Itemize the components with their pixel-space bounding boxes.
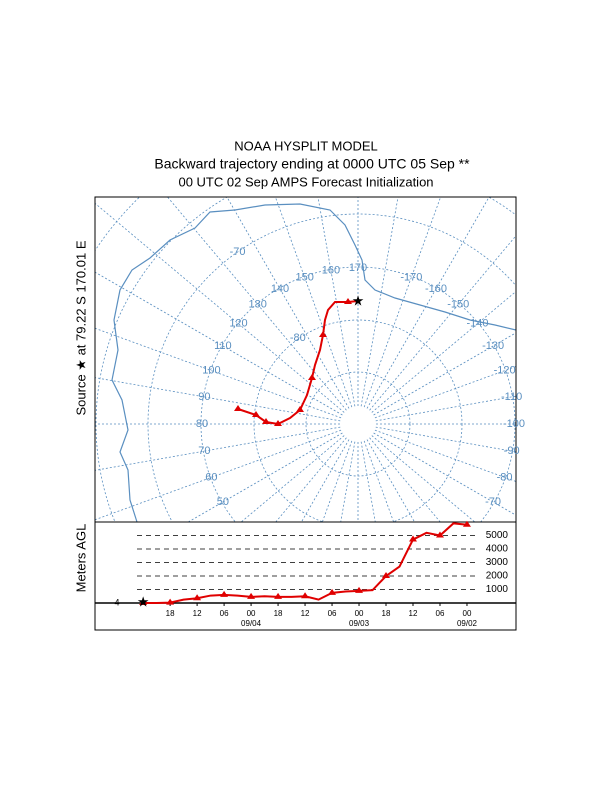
trajectory-marker bbox=[382, 572, 391, 578]
lat-circle bbox=[200, 266, 516, 522]
x-tick-label: 00 bbox=[355, 609, 364, 618]
x-tick-label: 12 bbox=[301, 609, 310, 618]
meridian bbox=[375, 426, 516, 453]
meridian bbox=[366, 439, 416, 522]
lon-label: 90 bbox=[198, 391, 210, 403]
meridian bbox=[95, 429, 342, 521]
lon-label: 120 bbox=[229, 318, 247, 330]
trajectory-marker bbox=[435, 531, 444, 538]
source-star: ★ bbox=[352, 293, 365, 309]
lat-circle bbox=[305, 371, 411, 477]
meridian bbox=[360, 197, 399, 407]
trajectory-marker bbox=[301, 592, 310, 599]
meridian bbox=[275, 437, 347, 522]
map-layer bbox=[95, 197, 516, 522]
meridian bbox=[373, 332, 516, 416]
meridian bbox=[374, 366, 516, 419]
meridian bbox=[226, 197, 350, 409]
x-tick-label: 00 bbox=[247, 609, 256, 618]
lat-circle bbox=[95, 197, 516, 522]
x-tick-label: 00 bbox=[463, 609, 472, 618]
meridian bbox=[274, 197, 353, 408]
model-title: NOAA HYSPLIT MODEL bbox=[234, 138, 378, 153]
meridian bbox=[360, 441, 376, 522]
x-tick-label: 06 bbox=[220, 609, 229, 618]
trajectory-marker bbox=[328, 588, 337, 595]
meridian bbox=[95, 377, 341, 422]
coastline bbox=[111, 203, 516, 522]
x-tick-label: 12 bbox=[409, 609, 418, 618]
height-frame bbox=[94, 521, 517, 631]
lat-label: -70 bbox=[230, 246, 246, 258]
lon-label: 140 bbox=[271, 283, 289, 295]
y-axis-label: Meters AGL bbox=[73, 524, 88, 593]
lon-label: -70 bbox=[485, 496, 501, 508]
date-label: 09/03 bbox=[349, 619, 370, 628]
height-panel: 1000 2000 3000 4000 5000 18 12 06 00 18 12 06 00 18 12… bbox=[95, 520, 516, 628]
subtitle: 00 UTC 02 Sep AMPS Forecast Initializati… bbox=[178, 174, 433, 189]
trajectory-marker bbox=[408, 535, 417, 542]
y-tick-label: 1000 bbox=[486, 584, 509, 595]
lon-label: -150 bbox=[447, 298, 469, 310]
meridian bbox=[300, 439, 350, 522]
lon-label: -130 bbox=[482, 340, 504, 352]
x-tick-label: 18 bbox=[382, 609, 391, 618]
trajectory-marker bbox=[220, 590, 229, 597]
source-label: Source ★ at 79.22 S 170.01 E bbox=[73, 240, 88, 415]
lon-label: -80 bbox=[497, 471, 513, 483]
y-tick-label: 3000 bbox=[486, 557, 509, 568]
trajectory-marker bbox=[355, 586, 364, 593]
lon-label: -160 bbox=[425, 283, 447, 295]
map-trajectory-markers bbox=[234, 298, 352, 426]
lon-label: 80 bbox=[196, 418, 208, 430]
trajectory-marker bbox=[462, 520, 471, 527]
lon-label: -140 bbox=[466, 318, 488, 330]
lon-label: 170 bbox=[349, 262, 367, 274]
meridian bbox=[317, 197, 356, 407]
meridian bbox=[373, 432, 516, 516]
meridian bbox=[187, 432, 343, 522]
y-tick-label: 2000 bbox=[486, 571, 509, 582]
lon-label: 100 bbox=[202, 365, 220, 377]
map-trajectory bbox=[237, 300, 359, 426]
meridian bbox=[95, 426, 341, 471]
trajectory-marker bbox=[139, 599, 148, 605]
x-tick-label: 18 bbox=[274, 609, 283, 618]
trajectory-marker bbox=[193, 594, 202, 601]
lon-label: -110 bbox=[501, 391, 522, 403]
meridian bbox=[363, 197, 442, 408]
meridian bbox=[340, 441, 356, 522]
lon-label: 110 bbox=[214, 340, 232, 352]
y-tick-label: 4000 bbox=[486, 544, 509, 555]
trajectory-marker bbox=[166, 598, 175, 605]
lon-label: 50 bbox=[217, 496, 229, 508]
lon-label: -100 bbox=[503, 418, 525, 430]
lat-circle bbox=[253, 319, 463, 522]
lon-label: 70 bbox=[198, 445, 210, 457]
lon-label: 60 bbox=[205, 471, 217, 483]
lat-label: -80 bbox=[290, 332, 306, 344]
trajectory-marker bbox=[274, 592, 283, 599]
x-tick-label: 18 bbox=[166, 609, 175, 618]
date-label: 09/02 bbox=[457, 619, 478, 628]
lon-label: -170 bbox=[400, 271, 422, 283]
x-tick-label: 12 bbox=[193, 609, 202, 618]
trajectory-marker bbox=[247, 592, 256, 599]
x-tick-label: 06 bbox=[328, 609, 337, 618]
meridian bbox=[95, 271, 343, 416]
lon-label: 160 bbox=[322, 264, 340, 276]
lon-label: 130 bbox=[249, 298, 267, 310]
meridian bbox=[366, 197, 490, 409]
chart-title: Backward trajectory ending at 0000 UTC 0… bbox=[154, 156, 470, 172]
lon-label: -90 bbox=[504, 445, 520, 457]
lon-label: -120 bbox=[494, 365, 516, 377]
date-label: 09/04 bbox=[241, 619, 262, 628]
x-tick-label: 06 bbox=[436, 609, 445, 618]
end-star: ★ bbox=[137, 594, 150, 610]
y-tick-label: 5000 bbox=[486, 530, 509, 541]
lon-label: 150 bbox=[295, 271, 313, 283]
